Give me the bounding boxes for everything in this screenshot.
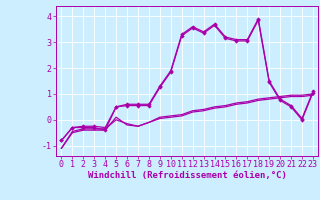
X-axis label: Windchill (Refroidissement éolien,°C): Windchill (Refroidissement éolien,°C) — [88, 171, 287, 180]
